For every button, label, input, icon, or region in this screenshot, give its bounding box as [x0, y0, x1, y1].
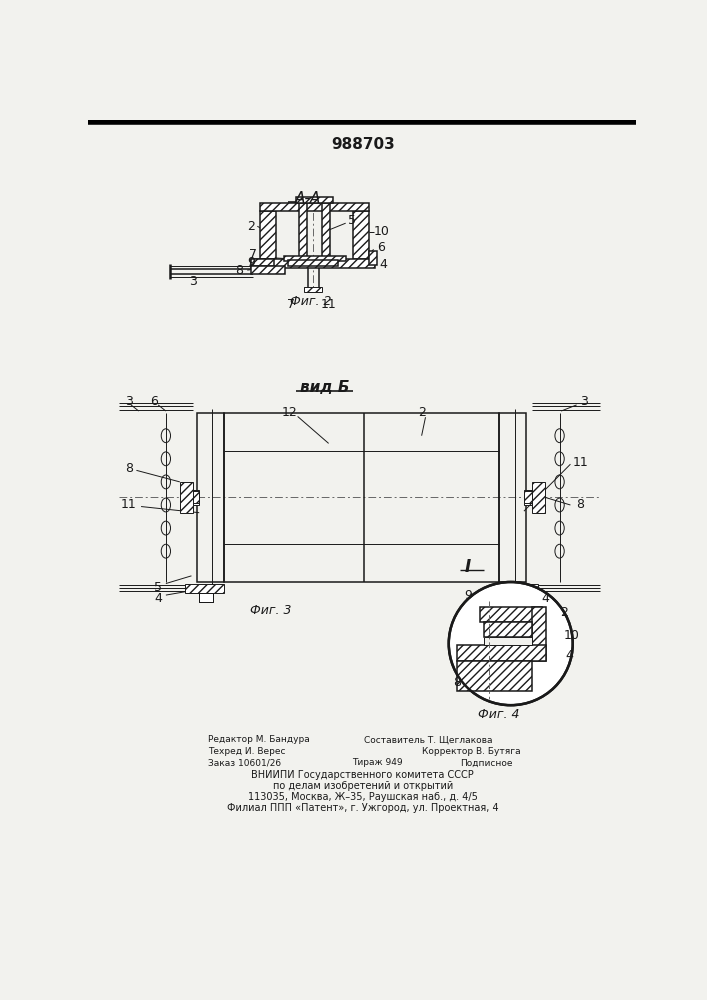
Text: 6: 6 — [151, 395, 158, 408]
Text: 2: 2 — [247, 220, 255, 233]
Text: 7: 7 — [288, 298, 296, 311]
Text: 11: 11 — [121, 498, 136, 512]
Text: по делам изобретений и открытий: по делам изобретений и открытий — [273, 781, 453, 791]
Bar — [499, 413, 526, 582]
Bar — [251, 266, 285, 274]
Text: 4: 4 — [154, 592, 162, 605]
Bar — [192, 490, 199, 505]
Text: Фиг. 2: Фиг. 2 — [290, 295, 332, 308]
Text: 11: 11 — [321, 298, 337, 311]
Text: Фиг. 4: Фиг. 4 — [479, 708, 520, 721]
Bar — [224, 413, 499, 582]
Bar — [499, 584, 538, 593]
Bar — [299, 203, 307, 259]
Bar — [251, 259, 274, 266]
Text: 988703: 988703 — [331, 137, 395, 152]
Text: Тираж 949: Тираж 949 — [352, 758, 402, 767]
Bar — [532, 607, 546, 661]
Bar — [510, 593, 525, 602]
Text: 4: 4 — [542, 592, 549, 605]
Text: Фиг. 3: Фиг. 3 — [250, 604, 291, 617]
Text: Заказ 10601/26: Заказ 10601/26 — [209, 758, 281, 767]
Bar — [180, 482, 193, 513]
Text: Корректор В. Бутяга: Корректор В. Бутяга — [421, 747, 520, 756]
Bar — [457, 661, 532, 691]
Bar — [251, 259, 375, 268]
Text: 8: 8 — [124, 462, 133, 475]
Text: 8: 8 — [453, 676, 461, 689]
Text: 3: 3 — [580, 395, 588, 408]
Bar — [197, 413, 224, 582]
Text: Филиал ППП «Патент», г. Ужгород, ул. Проектная, 4: Филиал ППП «Патент», г. Ужгород, ул. Про… — [227, 803, 498, 813]
Text: Редактор М. Бандура: Редактор М. Бандура — [209, 735, 310, 744]
Bar — [199, 593, 213, 602]
Bar — [457, 645, 546, 661]
Text: 8: 8 — [235, 264, 243, 277]
Bar — [354, 211, 369, 259]
Text: Подписное: Подписное — [460, 758, 513, 767]
Bar — [369, 251, 377, 265]
Text: ВНИИПИ Государственного комитета СССР: ВНИИПИ Государственного комитета СССР — [252, 770, 474, 780]
Text: 5: 5 — [154, 581, 162, 594]
Bar — [304, 287, 322, 292]
Text: 3: 3 — [189, 275, 197, 288]
Text: Техред И. Верес: Техред И. Верес — [209, 747, 286, 756]
Bar — [199, 593, 213, 602]
Bar — [484, 637, 532, 645]
Bar — [185, 584, 224, 593]
Text: А-А: А-А — [295, 191, 321, 206]
Text: 7: 7 — [250, 248, 257, 261]
Bar — [260, 203, 369, 211]
Text: 11: 11 — [573, 456, 588, 469]
Text: 6: 6 — [378, 241, 385, 254]
Bar — [532, 482, 545, 513]
Bar — [288, 260, 338, 266]
Bar — [484, 622, 532, 637]
Text: 113035, Москва, Ж–35, Раушская наб., д. 4/5: 113035, Москва, Ж–35, Раушская наб., д. … — [247, 792, 478, 802]
Text: 4: 4 — [379, 258, 387, 271]
Text: 10: 10 — [564, 629, 580, 642]
Text: 10: 10 — [373, 225, 390, 238]
Text: 9: 9 — [247, 256, 255, 269]
Bar — [510, 593, 525, 602]
Text: вид Б: вид Б — [300, 380, 349, 395]
Circle shape — [449, 582, 573, 705]
Bar — [284, 256, 346, 261]
Bar — [524, 491, 532, 503]
Bar — [322, 203, 330, 259]
Bar — [296, 197, 333, 203]
Text: 2: 2 — [560, 606, 568, 619]
Text: 4: 4 — [565, 649, 573, 662]
Text: I: I — [465, 558, 471, 576]
Bar — [260, 211, 276, 259]
Bar — [480, 607, 542, 622]
Text: Составитель Т. Щеглакова: Составитель Т. Щеглакова — [363, 735, 492, 744]
Text: 3: 3 — [124, 395, 133, 408]
Bar — [524, 490, 532, 505]
Text: 9: 9 — [464, 589, 472, 602]
Bar — [484, 637, 532, 645]
Text: 8: 8 — [576, 498, 585, 512]
Text: 2: 2 — [418, 406, 426, 419]
Bar — [192, 491, 199, 503]
Text: 12: 12 — [282, 406, 298, 419]
Text: 5: 5 — [348, 214, 356, 227]
